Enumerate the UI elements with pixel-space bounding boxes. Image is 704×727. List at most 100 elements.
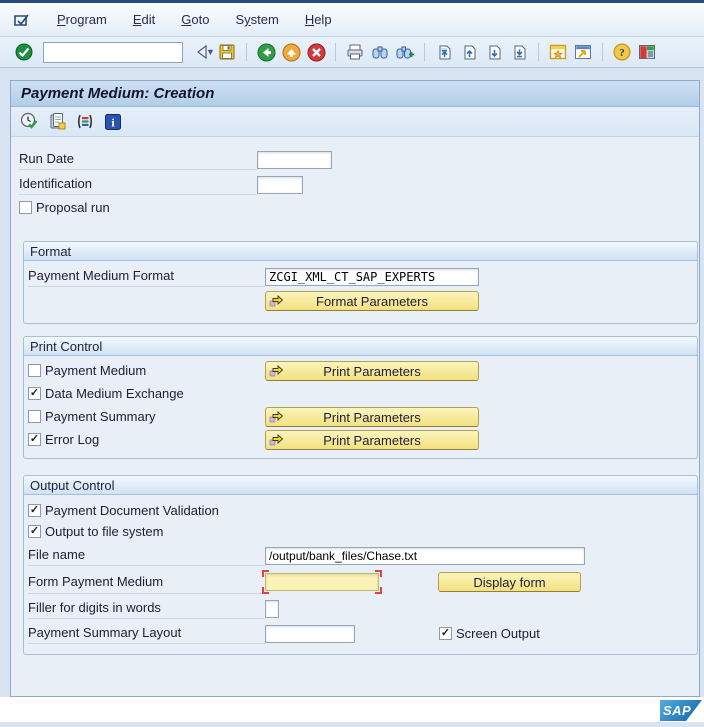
first-page-icon[interactable] (434, 42, 454, 62)
payment-medium-format-input[interactable] (265, 267, 479, 286)
print-icon[interactable] (345, 42, 365, 62)
print-parameters-button-3[interactable]: Print Parameters (265, 430, 479, 450)
identification-input[interactable] (257, 175, 303, 194)
payment-summary-checkbox[interactable] (28, 410, 41, 423)
command-field[interactable]: ▼ (43, 41, 215, 63)
run-date-input[interactable] (257, 150, 332, 169)
new-session-icon[interactable] (548, 42, 568, 62)
run-date-row: Run Date (19, 149, 699, 170)
svg-text:?: ? (619, 47, 625, 59)
toolbar-separator (538, 43, 539, 61)
print-control-group: Print Control Payment Medium Print Param… (23, 336, 698, 459)
print-parameters-button-1[interactable]: Print Parameters (265, 361, 479, 381)
data-medium-exchange-row: Data Medium Exchange (28, 384, 691, 404)
payment-summary-layout-input[interactable] (265, 624, 355, 643)
format-parameters-button[interactable]: Format Parameters (265, 291, 479, 311)
proposal-run-row: Proposal run (19, 200, 699, 215)
help-icon[interactable]: ? (612, 42, 632, 62)
system-menu-icon[interactable] (10, 11, 36, 29)
payment-medium-row: Payment Medium Print Parameters (28, 361, 691, 381)
cancel-icon[interactable] (306, 42, 326, 62)
output-to-file-system-label: Output to file system (45, 524, 164, 539)
hide-command-field-icon[interactable] (192, 42, 212, 62)
toolbar-separator (602, 43, 603, 61)
find-icon[interactable] (370, 42, 390, 62)
jump-arrow-icon (269, 364, 284, 381)
format-group: Format Payment Medium Format Format Para… (23, 241, 698, 324)
menu-goto[interactable]: Goto (181, 12, 210, 27)
payment-summary-label: Payment Summary (45, 409, 156, 424)
output-control-group: Output Control Payment Document Validati… (23, 475, 698, 655)
error-log-row: Error Log Print Parameters (28, 430, 691, 450)
run-date-label: Run Date (19, 149, 257, 170)
back-icon[interactable] (256, 42, 276, 62)
error-log-label: Error Log (45, 432, 100, 447)
command-field-input[interactable] (44, 42, 205, 62)
selection-screen: Run Date Identification Proposal run For… (11, 137, 699, 655)
output-to-file-system-row: Output to file system (28, 524, 691, 539)
file-name-label: File name (28, 545, 265, 566)
payment-document-validation-label: Payment Document Validation (45, 503, 219, 518)
payment-summary-layout-label: Payment Summary Layout (28, 623, 265, 644)
menu-system[interactable]: System (235, 12, 279, 27)
execute-icon[interactable] (19, 112, 39, 132)
save-icon[interactable] (217, 42, 237, 62)
file-name-row: File name (28, 545, 691, 566)
get-variant-icon[interactable] (47, 112, 67, 132)
format-group-header: Format (24, 242, 697, 261)
payment-medium-checkbox[interactable] (28, 364, 41, 377)
jump-arrow-icon (269, 433, 284, 450)
toolbar-separator (246, 43, 247, 61)
payment-document-validation-checkbox[interactable] (28, 504, 41, 517)
filler-for-digits-label: Filler for digits in words (28, 598, 265, 619)
print-parameters-button-2[interactable]: Print Parameters (265, 407, 479, 427)
last-page-icon[interactable] (509, 42, 529, 62)
output-control-group-header: Output Control (24, 476, 697, 495)
proposal-run-checkbox[interactable] (19, 201, 32, 214)
window-top-border (0, 0, 704, 3)
svg-text:i: i (111, 115, 115, 129)
application-toolbar: i (11, 107, 699, 137)
display-form-button[interactable]: Display form (438, 572, 581, 592)
screen-output-checkbox[interactable] (439, 627, 452, 640)
screen-output-row: Screen Output (439, 626, 540, 641)
format-parameters-row: Format Parameters (28, 291, 691, 311)
menu-program[interactable]: Program (57, 12, 107, 27)
page-title: Payment Medium: Creation (21, 85, 215, 102)
form-payment-medium-label: Form Payment Medium (28, 570, 265, 594)
data-medium-exchange-checkbox[interactable] (28, 387, 41, 400)
status-bar: SAP (0, 697, 704, 722)
screen-panel: Payment Medium: Creation i Run Date Iden… (10, 80, 700, 697)
page-down-icon[interactable] (484, 42, 504, 62)
menu-edit[interactable]: Edit (132, 12, 156, 27)
toolbar-separator (335, 43, 336, 61)
focus-corner (262, 570, 269, 577)
jump-arrow-icon (269, 294, 284, 311)
jump-arrow-icon (269, 410, 284, 427)
filler-for-digits-input[interactable] (265, 599, 279, 618)
find-next-icon[interactable] (395, 42, 415, 62)
form-payment-medium-row: Form Payment Medium Display form (28, 570, 691, 594)
selection-options-icon[interactable] (75, 112, 95, 132)
customize-layout-icon[interactable] (637, 42, 657, 62)
identification-label: Identification (19, 174, 257, 195)
info-icon[interactable]: i (103, 112, 123, 132)
payment-medium-label: Payment Medium (45, 363, 147, 378)
file-name-input[interactable] (265, 546, 585, 565)
focus-corner (375, 570, 382, 577)
form-payment-medium-input[interactable] (265, 573, 379, 591)
page-up-icon[interactable] (459, 42, 479, 62)
menu-bar: Program Edit Goto System Help (0, 3, 704, 37)
output-to-file-system-checkbox[interactable] (28, 525, 41, 538)
create-shortcut-icon[interactable] (573, 42, 593, 62)
menu-help[interactable]: Help (304, 12, 332, 27)
payment-medium-format-label: Payment Medium Format (28, 266, 265, 287)
error-log-checkbox[interactable] (28, 433, 41, 446)
payment-summary-row: Payment Summary Print Parameters (28, 407, 691, 427)
exit-icon[interactable] (281, 42, 301, 62)
identification-row: Identification (19, 174, 699, 195)
enter-icon[interactable] (14, 42, 34, 62)
focused-field-frame (262, 570, 382, 594)
focus-corner (262, 587, 269, 594)
toolbar-separator (424, 43, 425, 61)
